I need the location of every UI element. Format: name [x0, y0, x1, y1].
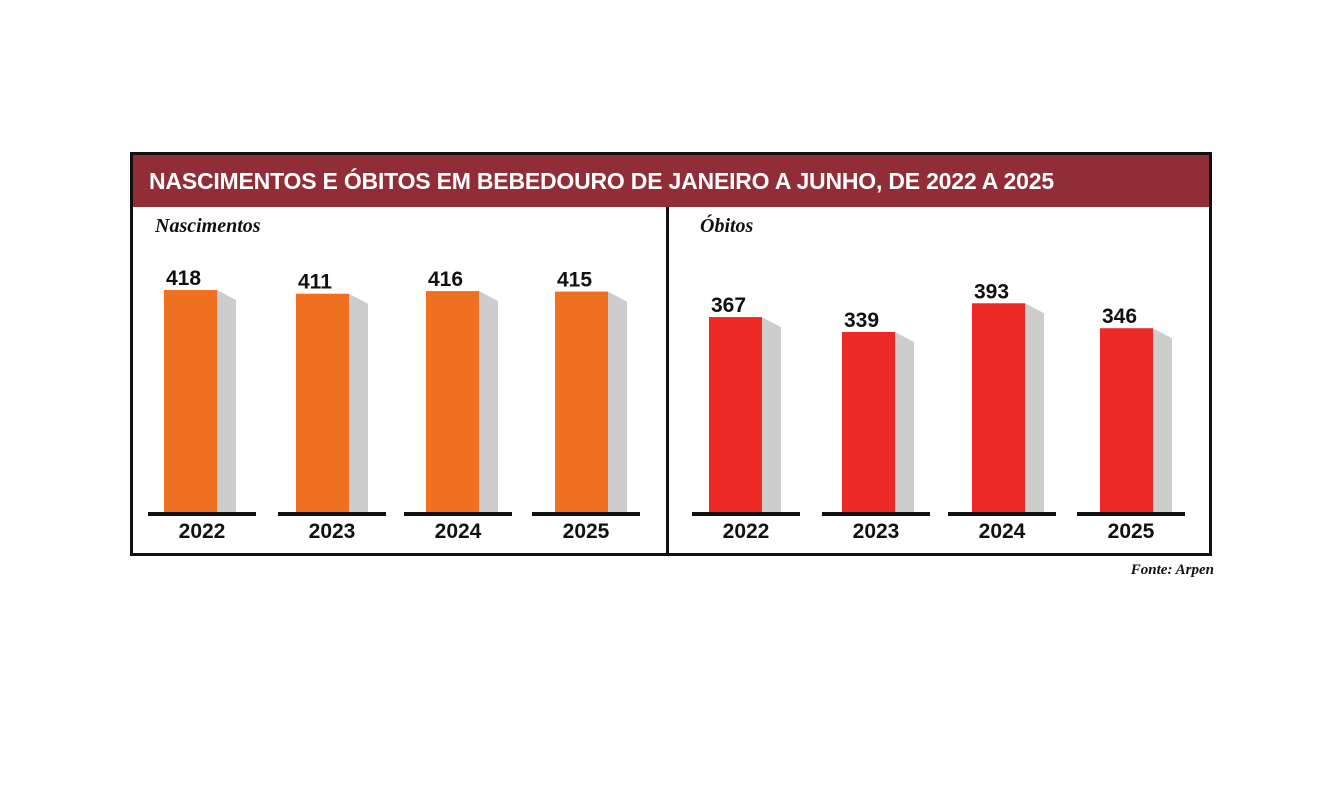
births-value-label-2024: 416 [428, 268, 463, 291]
births-baseline-2024 [404, 512, 512, 516]
births-bar-2023 [296, 293, 349, 512]
births-bar-2025 [555, 291, 608, 512]
births-value-label-2023: 411 [298, 271, 332, 294]
births-bar-2024 [426, 291, 479, 512]
births-baseline-2023 [278, 512, 386, 516]
deaths-category-label-2025: 2025 [1108, 520, 1155, 543]
deaths-category-label-2024: 2024 [979, 520, 1026, 543]
births-bar-2022 [164, 290, 217, 512]
deaths-bar-2025 [1100, 328, 1153, 512]
births-bar-shadow-2023 [349, 293, 368, 512]
births-category-label-2022: 2022 [179, 520, 226, 543]
births-category-label-2024: 2024 [435, 520, 482, 543]
deaths-bar-shadow-2025 [1153, 328, 1172, 512]
deaths-baseline-2022 [692, 512, 800, 516]
deaths-bar-shadow-2024 [1025, 303, 1044, 512]
deaths-value-label-2024: 393 [974, 280, 1009, 303]
births-category-label-2025: 2025 [563, 520, 610, 543]
births-value-label-2022: 418 [166, 267, 201, 290]
births-baseline-2025 [532, 512, 640, 516]
deaths-bar-2023 [842, 331, 895, 512]
births-baseline-2022 [148, 512, 256, 516]
births-category-label-2023: 2023 [309, 520, 356, 543]
deaths-bar-2022 [709, 317, 762, 512]
births-panel-title: Nascimentos [155, 215, 261, 237]
deaths-baseline-2025 [1077, 512, 1185, 516]
births-bar-shadow-2022 [217, 290, 236, 512]
births-bar-shadow-2024 [479, 291, 498, 512]
source-note: Fonte: Arpen [1130, 562, 1214, 578]
deaths-category-label-2023: 2023 [853, 520, 900, 543]
deaths-bar-2024 [972, 303, 1025, 512]
deaths-baseline-2024 [948, 512, 1056, 516]
deaths-baseline-2023 [822, 512, 930, 516]
deaths-value-label-2023: 339 [844, 309, 879, 332]
chart-title: NASCIMENTOS E ÓBITOS EM BEBEDOURO DE JAN… [133, 155, 1209, 207]
deaths-value-label-2022: 367 [711, 294, 746, 317]
panel-divider [666, 207, 669, 553]
deaths-bar-shadow-2023 [895, 331, 914, 512]
deaths-value-label-2025: 346 [1102, 305, 1137, 328]
deaths-bar-shadow-2022 [762, 317, 781, 512]
deaths-panel-title: Óbitos [700, 215, 754, 237]
births-bar-shadow-2025 [608, 291, 627, 512]
births-value-label-2025: 415 [557, 269, 592, 292]
deaths-category-label-2022: 2022 [723, 520, 770, 543]
